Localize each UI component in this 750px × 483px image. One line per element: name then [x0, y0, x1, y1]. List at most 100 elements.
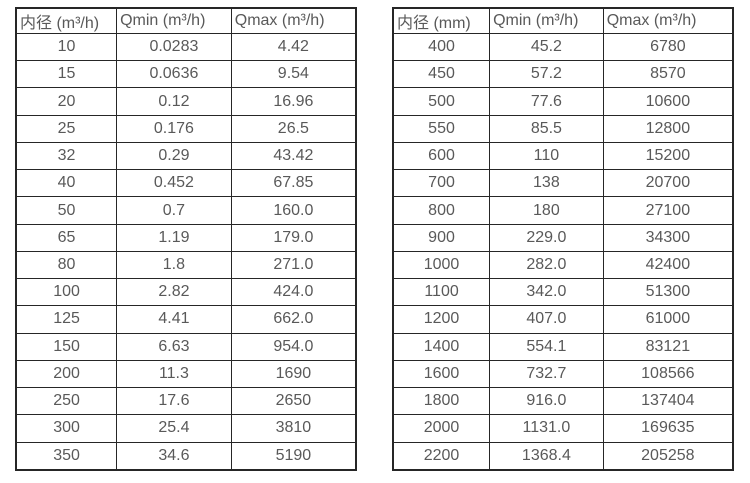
table-row: 10 0.0283 4.42 — [15, 32, 357, 62]
cell-inner-diameter: 100 — [15, 278, 118, 307]
cell-inner-diameter: 15 — [15, 60, 118, 89]
table-row: 1800 916.0 137404 — [392, 387, 734, 416]
cell-qmax: 67.85 — [230, 169, 357, 198]
cell-qmin: 17.6 — [116, 387, 232, 416]
cell-inner-diameter: 65 — [15, 223, 118, 252]
cell-qmax: 160.0 — [230, 196, 357, 225]
table-row: 500 77.6 10600 — [392, 87, 734, 116]
col-header-qmax: Qmax (m³/h) — [230, 7, 357, 34]
col-header-inner-diameter: 内径 (mm) — [392, 7, 491, 34]
cell-inner-diameter: 2200 — [392, 441, 491, 471]
cell-qmin: 85.5 — [489, 114, 604, 143]
cell-qmax: 1690 — [230, 359, 357, 389]
cell-qmin: 1368.4 — [489, 441, 604, 471]
col-header-qmin: Qmin (m³/h) — [116, 7, 232, 34]
table-row: 150 6.63 954.0 — [15, 332, 357, 361]
cell-inner-diameter: 40 — [15, 169, 118, 198]
table-row: 25 0.176 26.5 — [15, 114, 357, 143]
cell-inner-diameter: 10 — [15, 32, 118, 62]
table-row: 250 17.6 2650 — [15, 387, 357, 416]
table-row: 300 25.4 3810 — [15, 414, 357, 443]
cell-inner-diameter: 1000 — [392, 250, 491, 280]
cell-qmin: 0.176 — [116, 114, 232, 143]
cell-inner-diameter: 1200 — [392, 305, 491, 334]
cell-inner-diameter: 250 — [15, 387, 118, 416]
cell-qmin: 0.29 — [116, 141, 232, 171]
cell-inner-diameter: 600 — [392, 141, 491, 171]
table-row: 2000 1131.0 169635 — [392, 414, 734, 443]
cell-qmax: 20700 — [602, 169, 734, 198]
cell-qmax: 42400 — [602, 250, 734, 280]
table-row: 15 0.0636 9.54 — [15, 60, 357, 89]
cell-inner-diameter: 50 — [15, 196, 118, 225]
cell-inner-diameter: 32 — [15, 141, 118, 171]
cell-qmin: 138 — [489, 169, 604, 198]
cell-inner-diameter: 150 — [15, 332, 118, 361]
cell-inner-diameter: 800 — [392, 196, 491, 225]
flow-spec-tables-container: 内径 (m³/h) Qmin (m³/h) Qmax (m³/h) 10 0.0… — [15, 7, 734, 471]
cell-inner-diameter: 1100 — [392, 278, 491, 307]
table-row: 550 85.5 12800 — [392, 114, 734, 143]
cell-inner-diameter: 1400 — [392, 332, 491, 361]
table-row: 450 57.2 8570 — [392, 60, 734, 89]
table-row: 200 11.3 1690 — [15, 359, 357, 389]
table-row: 800 180 27100 — [392, 196, 734, 225]
cell-inner-diameter: 80 — [15, 250, 118, 280]
table-row: 900 229.0 34300 — [392, 223, 734, 252]
flow-table-small-diameters: 内径 (m³/h) Qmin (m³/h) Qmax (m³/h) 10 0.0… — [15, 7, 357, 471]
cell-qmax: 2650 — [230, 387, 357, 416]
table-row: 1200 407.0 61000 — [392, 305, 734, 334]
cell-qmin: 34.6 — [116, 441, 232, 471]
cell-qmin: 4.41 — [116, 305, 232, 334]
cell-inner-diameter: 400 — [392, 32, 491, 62]
cell-qmin: 342.0 — [489, 278, 604, 307]
table-row: 65 1.19 179.0 — [15, 223, 357, 252]
cell-qmax: 179.0 — [230, 223, 357, 252]
table-row: 1600 732.7 108566 — [392, 359, 734, 389]
cell-qmin: 1131.0 — [489, 414, 604, 443]
cell-qmin: 916.0 — [489, 387, 604, 416]
cell-qmax: 271.0 — [230, 250, 357, 280]
cell-qmin: 554.1 — [489, 332, 604, 361]
flow-table-large-diameters: 内径 (mm) Qmin (m³/h) Qmax (m³/h) 400 45.2… — [392, 7, 734, 471]
cell-qmin: 77.6 — [489, 87, 604, 116]
cell-inner-diameter: 125 — [15, 305, 118, 334]
cell-qmax: 662.0 — [230, 305, 357, 334]
table-row: 100 2.82 424.0 — [15, 278, 357, 307]
cell-qmax: 9.54 — [230, 60, 357, 89]
table-row: 2200 1368.4 205258 — [392, 441, 734, 471]
cell-inner-diameter: 900 — [392, 223, 491, 252]
cell-inner-diameter: 550 — [392, 114, 491, 143]
cell-qmin: 6.63 — [116, 332, 232, 361]
cell-qmin: 229.0 — [489, 223, 604, 252]
cell-qmax: 83121 — [602, 332, 734, 361]
cell-qmax: 137404 — [602, 387, 734, 416]
col-header-qmin: Qmin (m³/h) — [489, 7, 604, 34]
cell-qmax: 43.42 — [230, 141, 357, 171]
cell-qmin: 0.452 — [116, 169, 232, 198]
cell-qmin: 0.12 — [116, 87, 232, 116]
cell-inner-diameter: 20 — [15, 87, 118, 116]
cell-qmax: 424.0 — [230, 278, 357, 307]
cell-qmax: 26.5 — [230, 114, 357, 143]
table-row: 700 138 20700 — [392, 169, 734, 198]
cell-qmax: 16.96 — [230, 87, 357, 116]
cell-qmax: 61000 — [602, 305, 734, 334]
cell-inner-diameter: 2000 — [392, 414, 491, 443]
cell-qmin: 282.0 — [489, 250, 604, 280]
cell-qmax: 12800 — [602, 114, 734, 143]
cell-qmin: 110 — [489, 141, 604, 171]
table-row: 1000 282.0 42400 — [392, 250, 734, 280]
cell-qmax: 5190 — [230, 441, 357, 471]
cell-qmax: 4.42 — [230, 32, 357, 62]
cell-qmax: 34300 — [602, 223, 734, 252]
header-row: 内径 (m³/h) Qmin (m³/h) Qmax (m³/h) — [15, 7, 357, 34]
cell-qmin: 1.8 — [116, 250, 232, 280]
cell-qmin: 180 — [489, 196, 604, 225]
cell-inner-diameter: 200 — [15, 359, 118, 389]
cell-qmax: 3810 — [230, 414, 357, 443]
cell-qmin: 0.0283 — [116, 32, 232, 62]
table-row: 400 45.2 6780 — [392, 32, 734, 62]
cell-qmax: 15200 — [602, 141, 734, 171]
cell-inner-diameter: 500 — [392, 87, 491, 116]
